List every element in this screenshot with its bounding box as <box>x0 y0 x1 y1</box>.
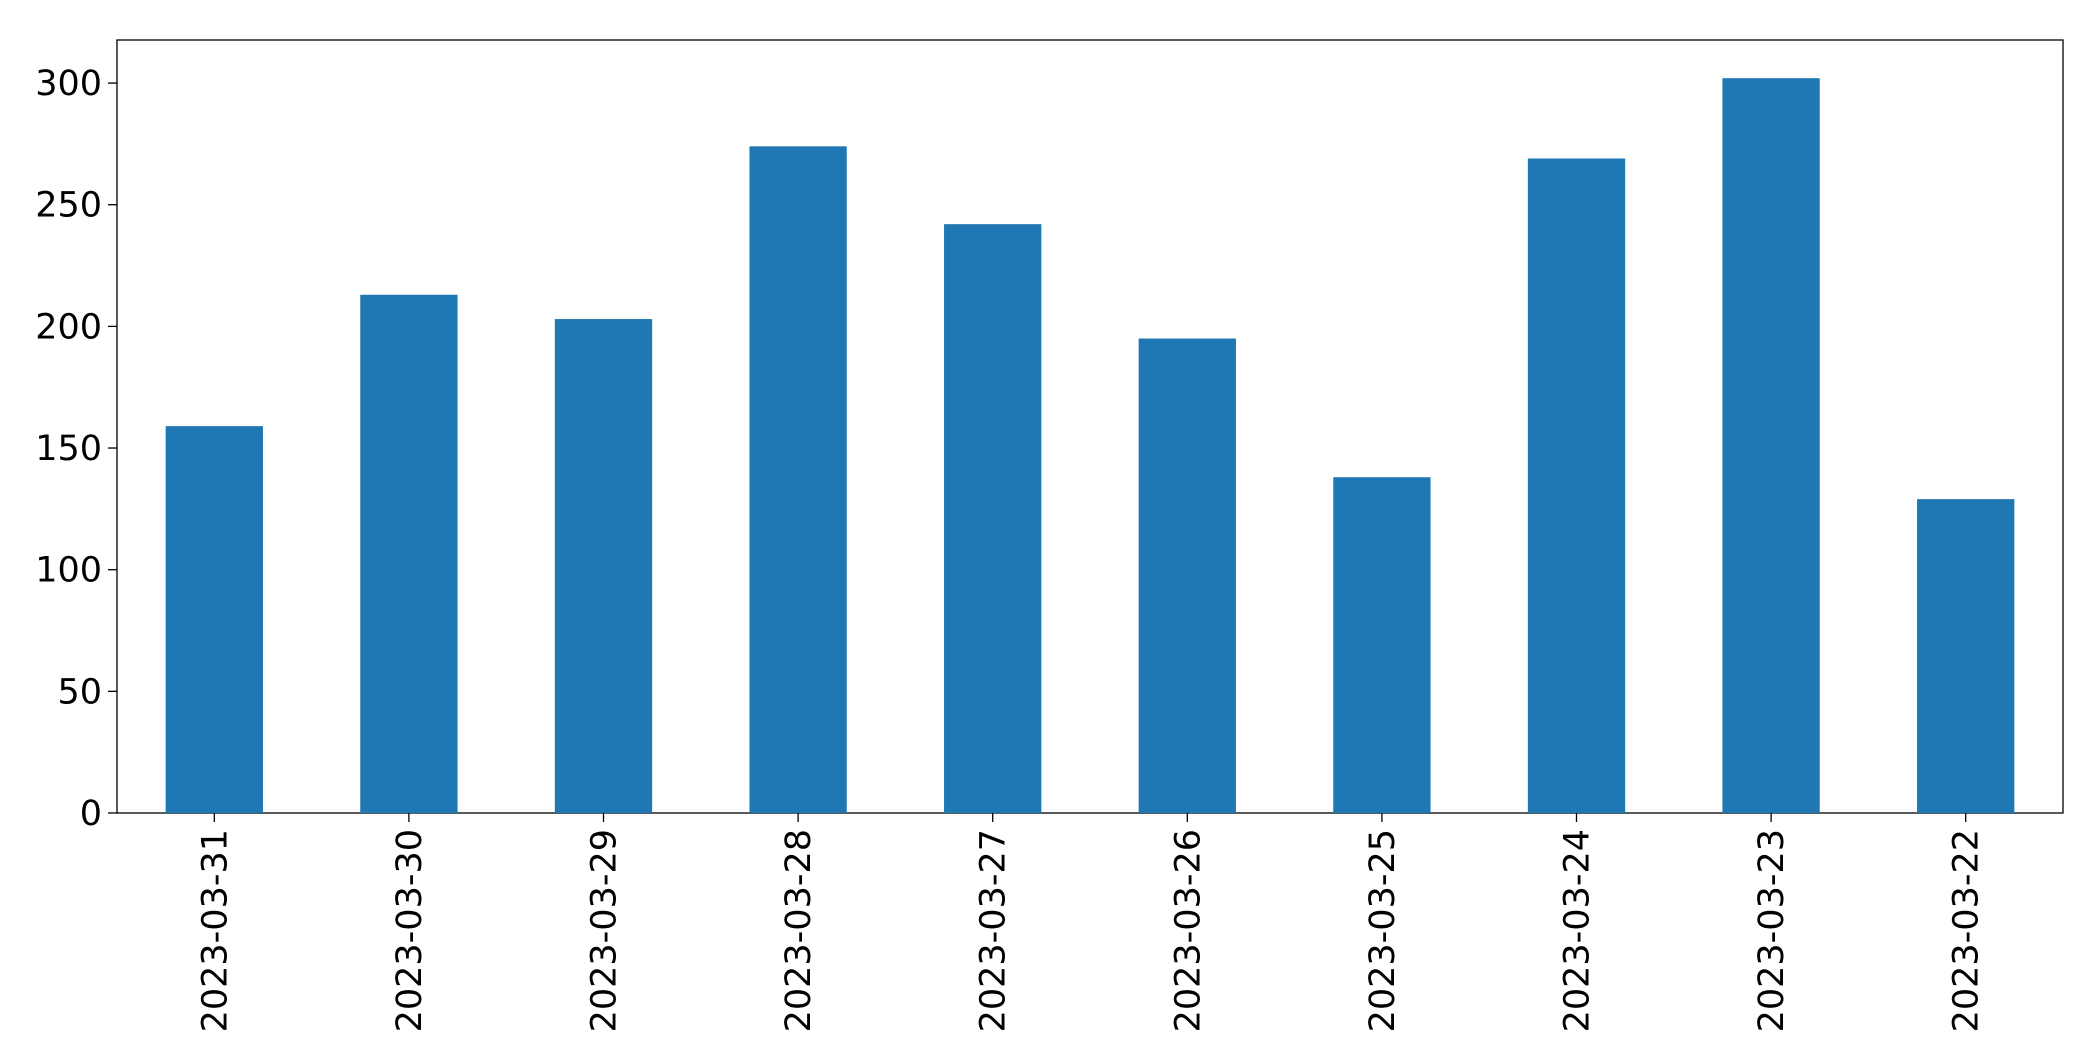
x-tick-label: 2023-03-31 <box>195 829 235 1032</box>
y-tick-label: 200 <box>35 307 102 347</box>
bar <box>944 224 1042 814</box>
x-tick-label: 2023-03-26 <box>1168 829 1208 1032</box>
bar <box>360 294 458 813</box>
bar <box>1138 338 1236 813</box>
bar <box>165 426 263 813</box>
x-tick-label: 2023-03-22 <box>1947 829 1987 1032</box>
x-tick-label: 2023-03-23 <box>1752 829 1792 1032</box>
y-tick-label: 250 <box>35 186 102 226</box>
bar <box>749 146 847 814</box>
y-tick-label: 300 <box>35 64 102 104</box>
bar <box>554 319 653 813</box>
bar <box>1722 78 1820 813</box>
x-tick-label: 2023-03-30 <box>390 829 430 1032</box>
x-tick-label: 2023-03-27 <box>974 829 1014 1032</box>
bar <box>1527 158 1626 813</box>
bar <box>1333 477 1431 813</box>
y-tick-label: 100 <box>35 551 102 591</box>
x-tick-label: 2023-03-25 <box>1363 829 1403 1032</box>
y-tick-label: 50 <box>57 672 102 712</box>
y-tick-label: 150 <box>35 429 102 469</box>
x-tick-label: 2023-03-24 <box>1558 829 1598 1032</box>
y-tick-label: 0 <box>80 794 102 834</box>
x-tick-label: 2023-03-28 <box>779 829 819 1032</box>
x-tick-label: 2023-03-29 <box>585 829 625 1032</box>
plot-frame <box>116 39 2064 814</box>
bar <box>1917 499 2015 813</box>
